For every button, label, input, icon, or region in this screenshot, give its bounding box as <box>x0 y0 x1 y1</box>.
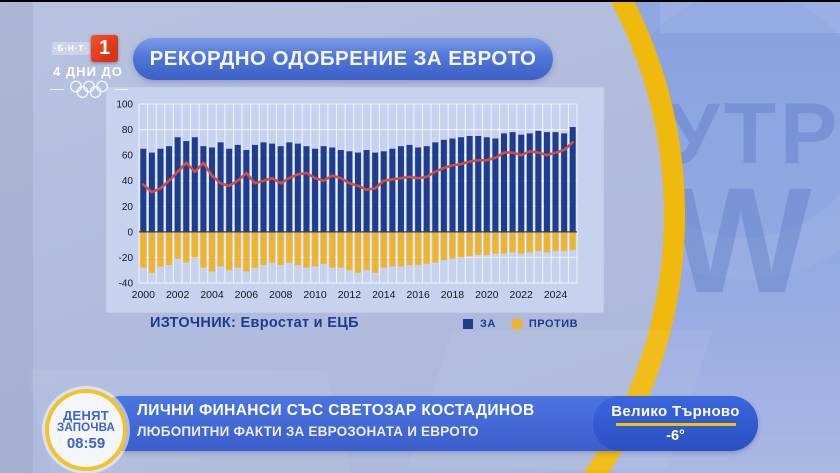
svg-text:2000: 2000 <box>132 289 156 301</box>
watermark-text: УТР <box>666 86 840 182</box>
olympic-rings-icon <box>69 80 109 99</box>
weather-city: Велико Търново <box>611 403 740 420</box>
svg-text:80: 80 <box>122 125 134 136</box>
show-name-line2: ЗАПОЧВА <box>56 422 116 434</box>
lower-third-banner: ЛИЧНИ ФИНАНСИ СЪС СВЕТОЗАР КОСТАДИНОВ ЛЮ… <box>95 396 758 451</box>
letterbox-edge <box>0 0 840 2</box>
svg-text:-20: -20 <box>119 253 134 264</box>
legend-swatch-blue <box>463 319 473 329</box>
show-name-line1: ДЕНЯТ <box>62 408 110 423</box>
svg-text:2012: 2012 <box>338 289 362 301</box>
dash-decor <box>114 89 128 90</box>
source-label: ИЗТОЧНИК: Евростат и ЕЦБ <box>150 315 359 331</box>
legend-label: ЗА <box>480 318 496 330</box>
headline-banner: РЕКОРДНО ОДОБРЕНИЕ ЗА ЕВРОТО <box>133 38 553 80</box>
svg-text:100: 100 <box>116 100 133 111</box>
weather-widget: Велико Търново -6° <box>593 396 758 451</box>
euro-approval-chart: 100 80 60 40 20 0 -20 -40 2000 2002 2004 2006 2008 20… <box>107 88 603 312</box>
olympic-rings-row <box>50 80 128 99</box>
olympics-countdown-label: 4 ДНИ ДО <box>53 64 123 79</box>
chart-caption-row: ИЗТОЧНИК: Евростат и ЕЦБ ЗА ПРОТИВ <box>107 315 603 337</box>
svg-text:2016: 2016 <box>406 289 430 301</box>
background-watermark: УТР W <box>666 86 840 325</box>
segment-title: ЛИЧНИ ФИНАНСИ СЪС СВЕТОЗАР КОСТАДИНОВ <box>137 402 535 419</box>
svg-text:2018: 2018 <box>441 289 465 301</box>
svg-text:2024: 2024 <box>544 289 568 301</box>
svg-text:2004: 2004 <box>200 289 224 301</box>
svg-text:60: 60 <box>122 151 134 162</box>
legend-item-za: ЗА <box>463 318 496 330</box>
legend-swatch-yellow <box>511 319 522 329</box>
svg-text:2022: 2022 <box>509 289 533 301</box>
svg-text:2006: 2006 <box>235 289 259 301</box>
left-edge-band <box>0 0 33 473</box>
svg-text:-40: -40 <box>119 279 134 290</box>
bnt-logo: ·Б·Н·Т· <box>52 42 90 55</box>
svg-text:0: 0 <box>127 227 133 238</box>
svg-text:40: 40 <box>122 176 134 187</box>
headline-text: РЕКОРДНО ОДОБРЕНИЕ ЗА ЕВРОТО <box>149 47 537 70</box>
chart-legend: ЗА ПРОТИВ <box>463 318 578 330</box>
svg-text:2020: 2020 <box>475 289 499 301</box>
legend-item-protiv: ПРОТИВ <box>511 318 579 330</box>
weather-temperature: -6° <box>666 428 685 444</box>
svg-text:20: 20 <box>122 202 134 213</box>
svg-text:2014: 2014 <box>372 289 396 301</box>
watermark-text-2: W <box>670 156 812 325</box>
svg-text:2010: 2010 <box>303 289 327 301</box>
clock-time: 08:59 <box>66 435 106 452</box>
svg-text:2008: 2008 <box>269 289 293 301</box>
segment-subtitle: ЛЮБОПИТНИ ФАКТИ ЗА ЕВРОЗОНАТА И ЕВРОТО <box>137 424 479 439</box>
legend-label: ПРОТИВ <box>528 318 579 330</box>
bnt-channel-1-logo: 1 <box>91 35 118 62</box>
dash-decor <box>50 89 64 90</box>
weather-underline-decor <box>615 423 736 426</box>
channel-bug: ·Б·Н·Т· 1 4 ДНИ ДО <box>44 33 134 103</box>
show-badge: ДЕНЯТ ЗАПОЧВА 08:59 <box>45 389 127 471</box>
svg-text:2002: 2002 <box>166 289 190 301</box>
lower-third-text: ЛИЧНИ ФИНАНСИ СЪС СВЕТОЗАР КОСТАДИНОВ ЛЮ… <box>137 402 535 439</box>
